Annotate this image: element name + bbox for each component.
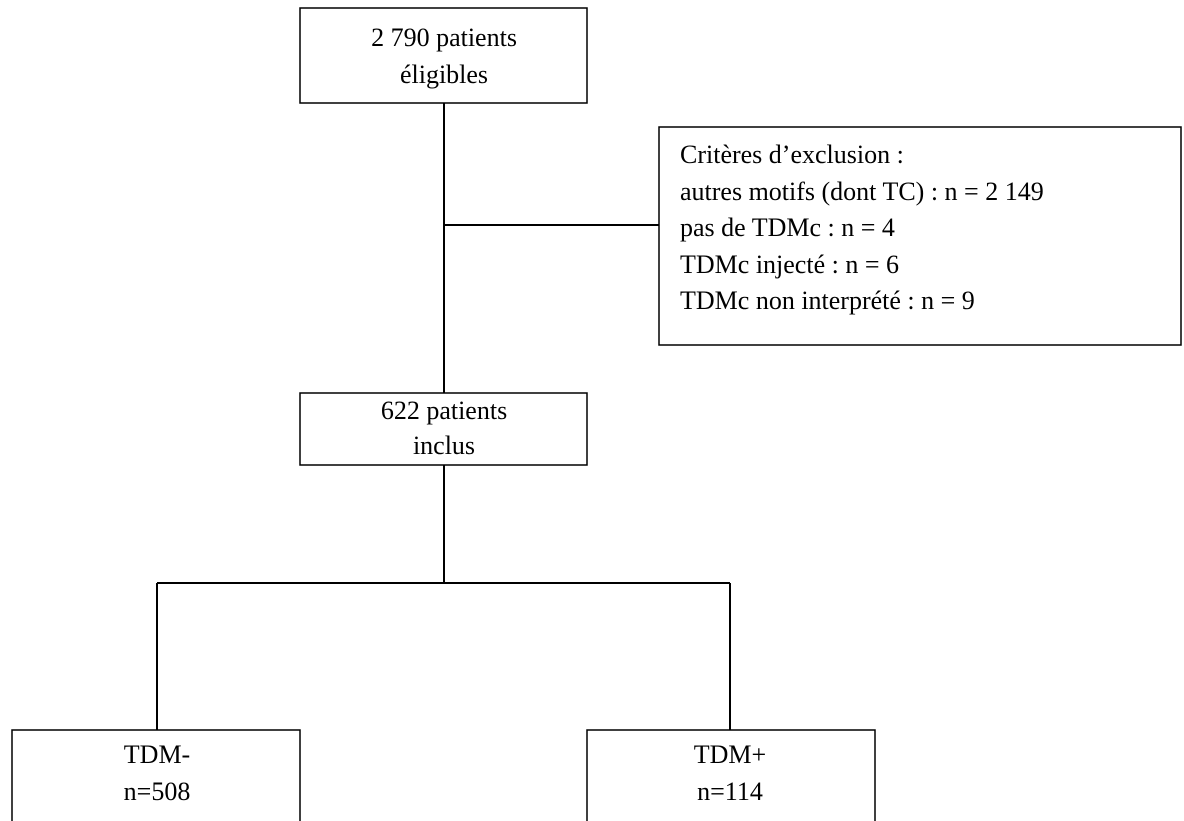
node-text: n=508 <box>124 777 191 806</box>
node-box <box>658 126 1182 346</box>
node-text: TDMc injecté : n = 6 <box>680 250 899 279</box>
node-text: pas de TDMc : n = 4 <box>680 213 895 242</box>
node-text: 622 patients <box>381 396 507 425</box>
node-text: autres motifs (dont TC) : n = 2 149 <box>680 177 1044 206</box>
node-box <box>299 392 588 466</box>
node-text: n=114 <box>697 777 763 806</box>
node-box <box>586 729 876 821</box>
node-text: TDM+ <box>694 740 766 769</box>
node-text: éligibles <box>400 60 488 89</box>
node-box <box>299 7 588 104</box>
node-text: inclus <box>413 431 475 460</box>
node-box <box>11 729 301 821</box>
node-text: TDM- <box>124 740 190 769</box>
node-text: Critères d’exclusion : <box>680 140 904 169</box>
node-text: 2 790 patients <box>371 23 517 52</box>
node-text: TDMc non interprété : n = 9 <box>680 286 975 315</box>
